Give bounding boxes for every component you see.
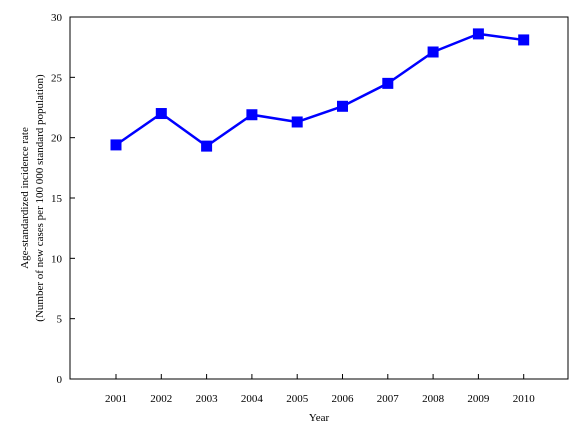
x-tick-label: 2009: [467, 393, 490, 405]
x-axis: 2001 2002 2003 2004 2005 2006 2007 2008 2009 2010: [105, 374, 535, 405]
y-tick-label: 15: [51, 193, 63, 205]
x-tick-label: 2002: [150, 393, 172, 405]
data-point-2006: [337, 100, 348, 112]
y-axis-title-line1: Age-standardized incidence rate: [19, 127, 31, 269]
data-point-2004: [246, 109, 258, 121]
x-tick-label: 2003: [196, 393, 219, 405]
y-tick-label: 30: [51, 12, 63, 24]
y-tick-label: 20: [51, 133, 63, 145]
data-point-2010: [518, 34, 530, 46]
data-point-2008: [427, 46, 439, 58]
data-point-2003: [201, 140, 213, 152]
series-line: [115, 32, 524, 148]
x-axis-title: Year: [309, 412, 330, 424]
y-axis: 0 5 10 15 20 25 30: [51, 12, 75, 386]
data-point-2007: [382, 77, 394, 89]
y-axis-title-line2: (Number of new cases per 100 000 standar…: [34, 74, 46, 322]
y-tick-label: 25: [51, 72, 63, 84]
data-point-2002: [155, 108, 167, 120]
data-point-2005: [291, 116, 303, 128]
x-tick-label: 2007: [377, 393, 400, 405]
y-tick-label: 10: [51, 253, 63, 265]
plot-frame: [69, 16, 569, 380]
series-layer: [110, 28, 530, 152]
x-tick-label: 2005: [286, 393, 309, 405]
x-tick-label: 2001: [105, 393, 127, 405]
x-tick-label: 2004: [241, 393, 264, 405]
data-point-2001: [110, 139, 122, 151]
data-point-2009: [472, 28, 484, 40]
y-tick-label: 5: [57, 314, 63, 326]
x-tick-label: 2008: [422, 393, 445, 405]
x-tick-label: 2006: [332, 393, 355, 405]
x-tick-label: 2010: [513, 393, 536, 405]
y-tick-label: 0: [57, 374, 63, 386]
